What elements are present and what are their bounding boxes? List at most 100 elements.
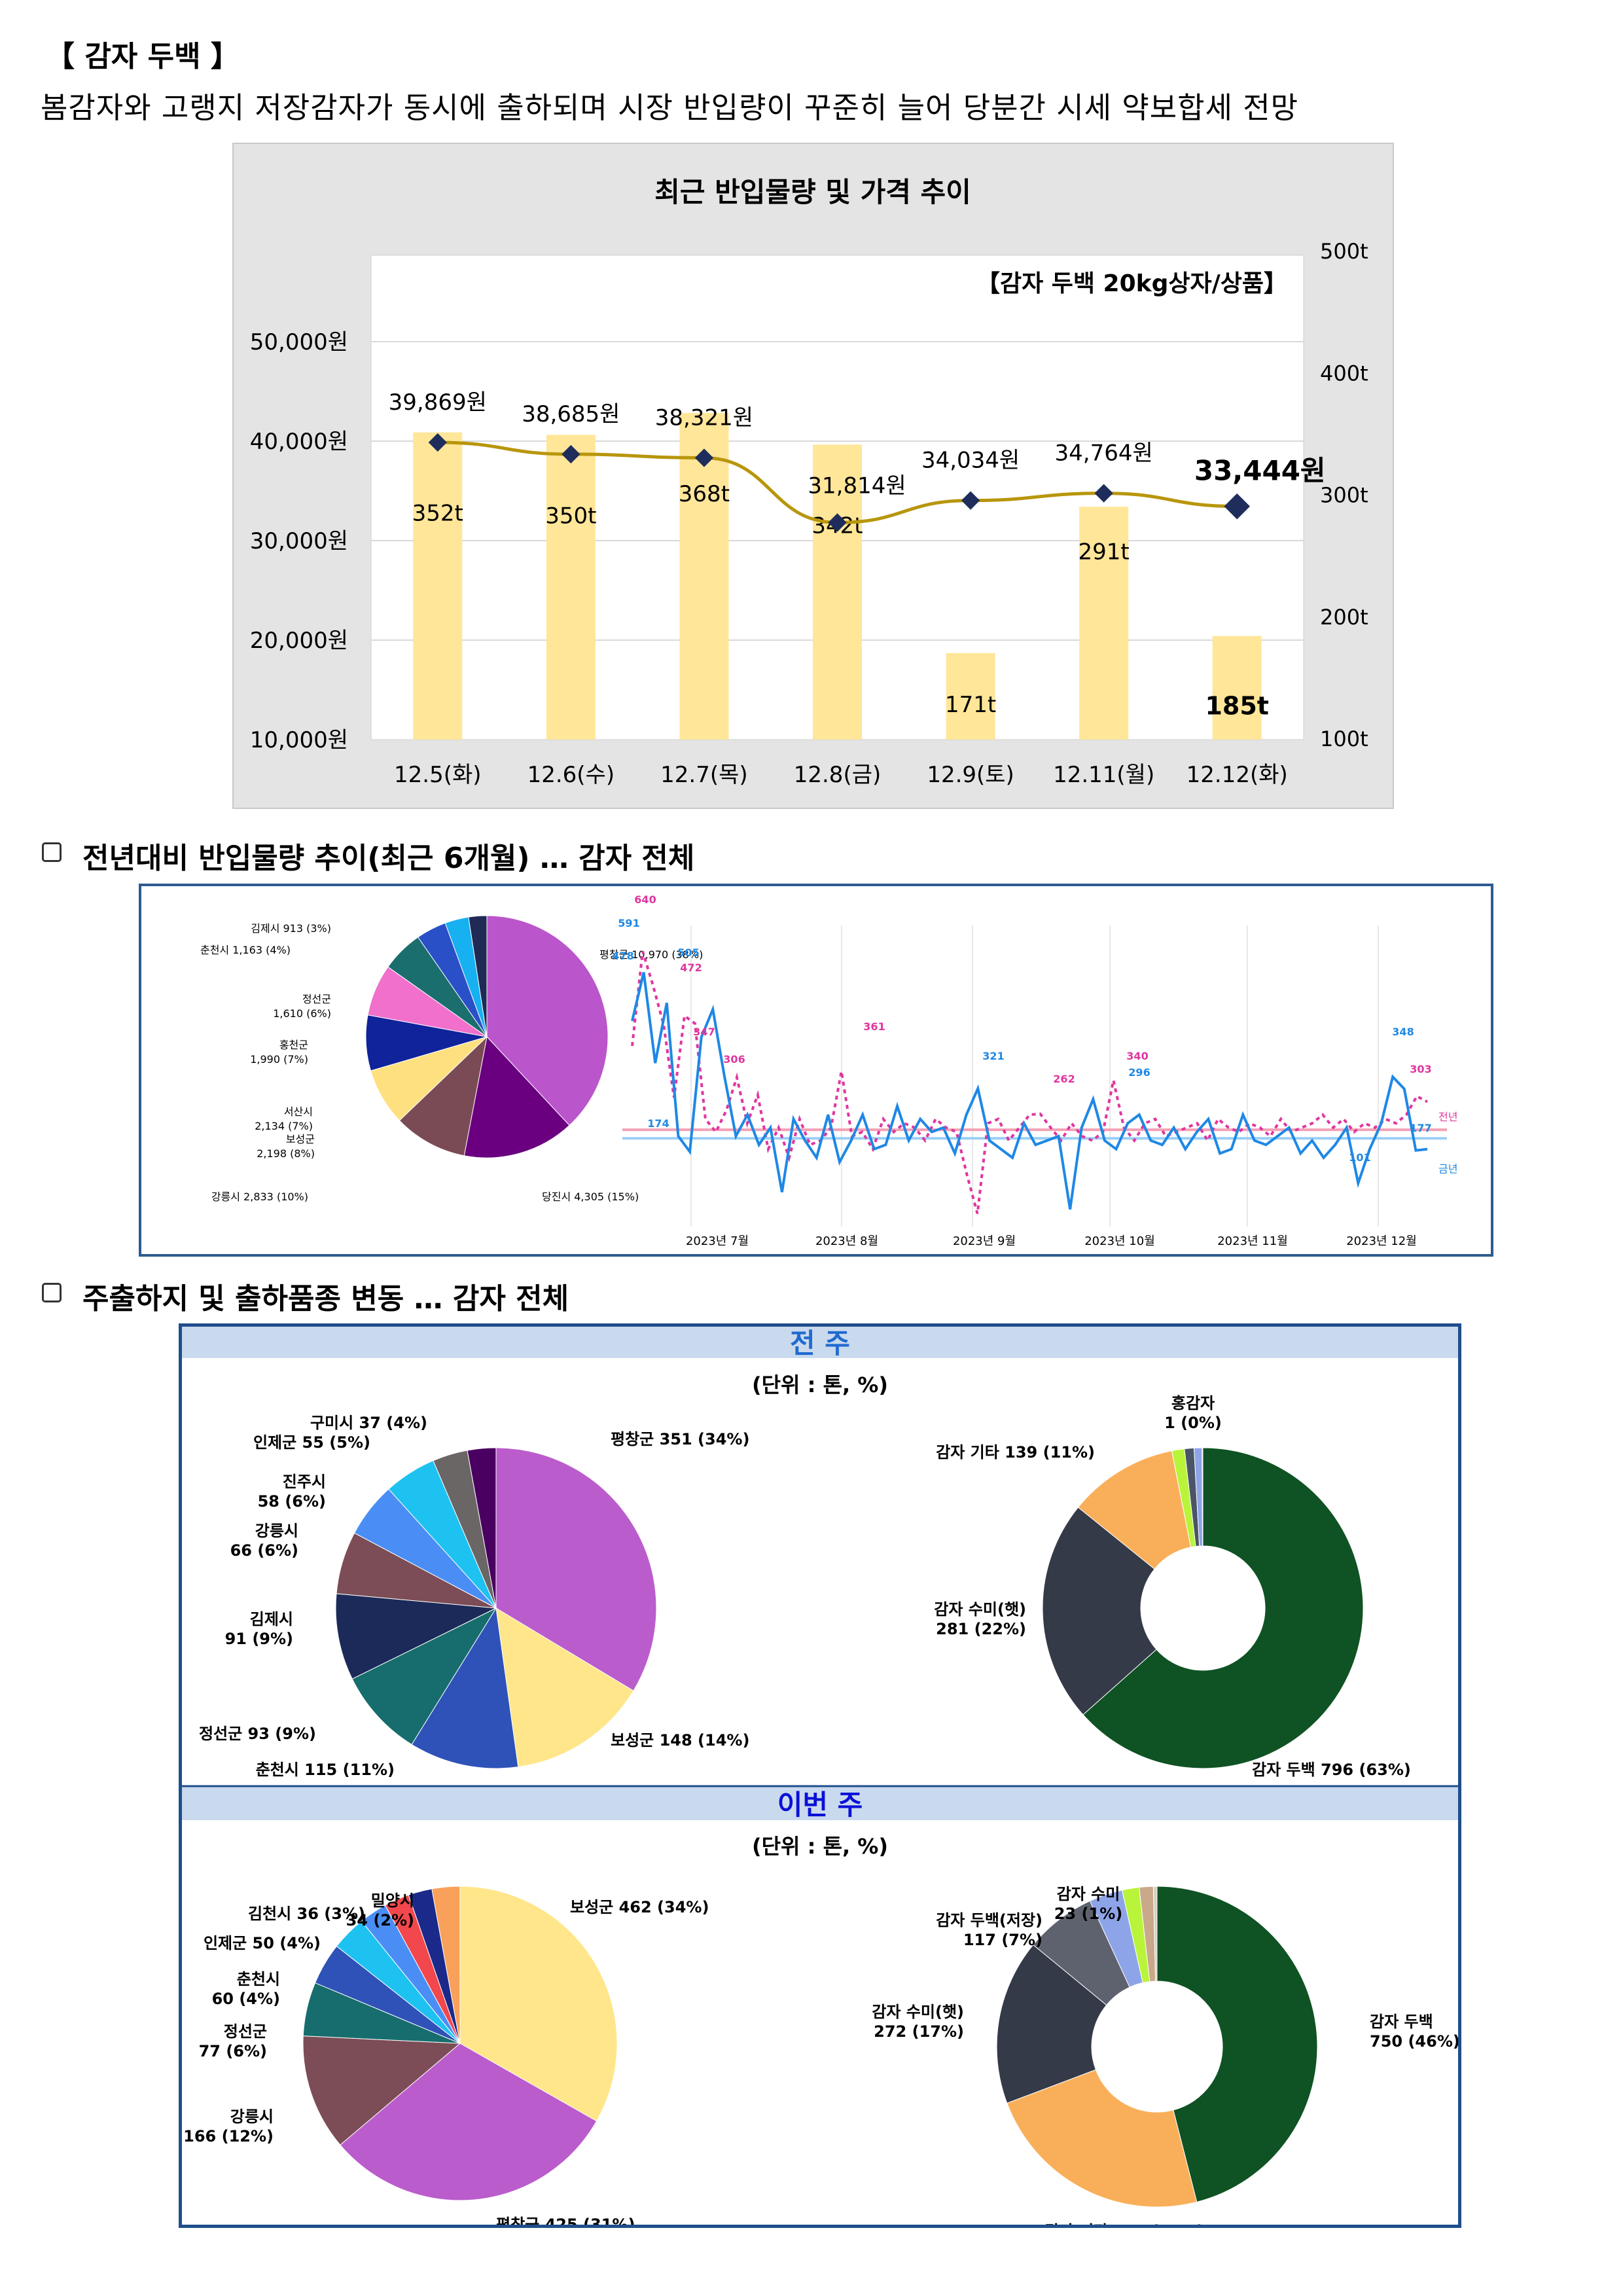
price-label: 34,034원 (921, 448, 1020, 474)
peak-label: 361 (863, 1020, 885, 1033)
variety-label: 감자 기타 139 (11%) (936, 1443, 1095, 1462)
volume-bar (946, 653, 995, 740)
section-checkbox[interactable] (42, 1283, 62, 1302)
peak-label: 262 (1053, 1073, 1075, 1085)
x-tick: 12.12(화) (1186, 762, 1288, 788)
origin-label: 정선군 93 (9%) (199, 1725, 316, 1743)
volume-label: 291t (1079, 539, 1130, 565)
origin-label: 평창군 10,970 (38%) (599, 948, 703, 961)
unit-label: (단위 : 톤, %) (752, 1372, 888, 1397)
origin-label: 김제시 913 (3%) (251, 922, 331, 935)
origin-label: 진주시 (283, 1473, 326, 1491)
origin-label: 춘천시 (237, 1970, 280, 1988)
origin-label: 강릉시 2,833 (10%) (211, 1191, 308, 1203)
origin-label: 구미시 37 (4%) (310, 1414, 427, 1432)
x-tick: 12.9(토) (927, 762, 1014, 788)
x-tick: 2023년 8월 (815, 1234, 878, 1248)
origin-label: 보성군 462 (34%) (570, 1898, 709, 1916)
volume-label: 368t (679, 481, 730, 507)
origin-label: 보성군 (286, 1133, 315, 1145)
origin-slice (495, 1447, 657, 1691)
volume-bar (813, 444, 862, 740)
peak-label: 591 (618, 917, 639, 929)
peak-label: 348 (1392, 1026, 1414, 1038)
yoy-volume-panel: 평창군 10,970 (38%) 당진시 4,305 (15%) 강릉시 2,833… (139, 884, 1493, 1257)
x-tick: 12.11(월) (1053, 762, 1154, 788)
variety-label: 23 (1%) (1054, 1905, 1122, 1923)
volume-label: 171t (945, 692, 996, 718)
origin-label: 밀양시 (371, 1892, 414, 1910)
yoy-volume-svg: 평창군 10,970 (38%) 당진시 4,305 (15%) 강릉시 2,833… (200, 893, 1457, 1248)
section-title-yoy: 전년대비 반입물량 추이(최근 6개월) … 감자 전체 (82, 842, 695, 875)
origin-label: 2,198 (8%) (257, 1147, 315, 1160)
chart-subtitle: 【감자 두백 20kg상자/상품】 (976, 270, 1287, 297)
origin-label: 춘천시 1,163 (4%) (200, 944, 291, 956)
series-label-prev: 전년 (1438, 1111, 1457, 1123)
origin-label: 보성군 148 (14%) (611, 1731, 749, 1749)
origin-label: 정선군 (224, 2022, 267, 2041)
origin-label: 인제군 55 (5%) (253, 1433, 370, 1452)
origin-slice (459, 1886, 618, 2122)
prev-year-line (631, 950, 1428, 1214)
y-right-tick: 300t (1320, 483, 1368, 508)
peak-label: 640 (634, 893, 656, 906)
variety-slice (1007, 2069, 1198, 2208)
y-right-tick: 500t (1320, 239, 1368, 264)
origin-slice (495, 1607, 634, 1768)
peak-label: 505 (677, 946, 699, 959)
variety-label: 감자 수미(햇) (934, 1600, 1026, 1619)
y-left-tick: 10,000원 (250, 727, 348, 753)
peak-label: 177 (1410, 1122, 1431, 1134)
variety-label: 홍감자 (1171, 1394, 1215, 1412)
x-tick: 2023년 9월 (953, 1234, 1016, 1248)
origin-slice (302, 2036, 461, 2145)
origin-label: 서산시 (284, 1105, 313, 1118)
volume-bar (1212, 636, 1262, 740)
origin-label: 1,610 (6%) (273, 1007, 331, 1020)
panel-title-this: 이번 주 (777, 1789, 863, 1821)
outlook-sentence: 봄감자와 고랭지 저장감자가 동시에 출하되며 시장 반입량이 꾸준히 늘어 당… (41, 90, 1299, 125)
peak-label: 101 (1349, 1151, 1370, 1164)
origin-label: 강릉시 (230, 2108, 274, 2126)
origin-label: 60 (4%) (212, 1990, 280, 2008)
price-marker (694, 448, 714, 467)
origin-label: 77 (6%) (199, 2042, 267, 2060)
price-label: 38,685원 (522, 401, 620, 427)
section-checkbox[interactable] (42, 842, 62, 862)
variety-slice (1082, 1447, 1364, 1769)
origin-label: 강릉시 (255, 1522, 298, 1540)
x-tick: 2023년 10월 (1084, 1234, 1155, 1248)
origin-label: 91 (9%) (225, 1630, 293, 1648)
price-label: 31,814원 (808, 473, 906, 499)
x-tick: 2023년 7월 (686, 1234, 749, 1248)
volume-bar (546, 435, 596, 740)
origin-label: 34 (2%) (346, 1911, 414, 1929)
origin-label: 춘천시 115 (11%) (256, 1761, 395, 1779)
peak-label: 296 (1128, 1066, 1150, 1079)
volume-bar (1079, 507, 1129, 740)
origin-label: 1,990 (7%) (250, 1053, 308, 1066)
price-marker (1224, 493, 1251, 520)
peak-label: 347 (693, 1026, 715, 1038)
origin-slice (467, 1447, 497, 1609)
variety-slice (1077, 1450, 1192, 1570)
origin-label: 인제군 50 (4%) (204, 1934, 321, 1952)
x-tick: 12.8(금) (794, 762, 882, 788)
variety-label: 감자 두백(저장) (936, 1911, 1043, 1929)
peak-label: 321 (982, 1050, 1004, 1062)
origin-variety-svg: 전 주 (단위 : 톤, %) 이번 주 (단위 : 톤, %) 평창군 351 (34… (182, 1327, 1460, 2240)
y-right-tick: 200t (1320, 605, 1368, 630)
origin-label: 정선군 (302, 993, 331, 1005)
price-marker (961, 491, 980, 510)
origin-label: 2,134 (7%) (255, 1120, 313, 1132)
peak-label: 303 (1410, 1063, 1431, 1075)
variety-label: 감자 두백 (1370, 2013, 1433, 2031)
variety-label: 감자 기타 379 (23%) (1045, 2222, 1204, 2225)
variety-label: 117 (7%) (963, 1931, 1043, 1949)
peak-label: 306 (723, 1053, 745, 1066)
panel-title-prev: 전 주 (790, 1327, 850, 1359)
variety-label: 1 (0%) (1164, 1414, 1222, 1432)
origin-label: 홍천군 (279, 1039, 308, 1051)
price-volume-svg: 최근 반입물량 및 가격 추이 10,000원 20,000원 30,000원 40,0… (250, 176, 1368, 788)
y-left-tick: 20,000원 (250, 628, 348, 654)
